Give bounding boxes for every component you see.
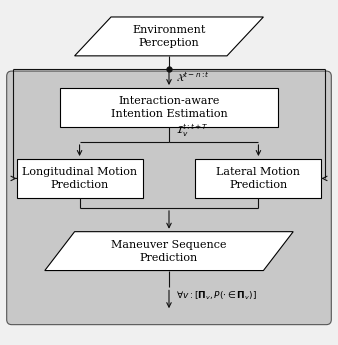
- FancyBboxPatch shape: [7, 71, 331, 325]
- Bar: [195, 159, 321, 198]
- Text: $\mathcal{I}_v^{t:t+T}$: $\mathcal{I}_v^{t:t+T}$: [176, 122, 209, 139]
- Text: Longitudinal Motion
Prediction: Longitudinal Motion Prediction: [22, 167, 137, 190]
- Text: $\forall v: [\mathbf{\Pi}_v, P(\cdot \in \mathbf{\Pi}_v)]$: $\forall v: [\mathbf{\Pi}_v, P(\cdot \in…: [176, 289, 256, 302]
- Polygon shape: [45, 232, 293, 270]
- Text: Lateral Motion
Prediction: Lateral Motion Prediction: [216, 167, 300, 190]
- Text: Interaction-aware
Intention Estimation: Interaction-aware Intention Estimation: [111, 96, 227, 119]
- Polygon shape: [75, 17, 263, 56]
- Text: Maneuver Sequence
Prediction: Maneuver Sequence Prediction: [111, 239, 227, 263]
- Text: $\mathcal{X}^{t-n:t}$: $\mathcal{X}^{t-n:t}$: [176, 71, 210, 84]
- Text: Environment
Perception: Environment Perception: [132, 25, 206, 48]
- Bar: [60, 88, 278, 127]
- Bar: [17, 159, 143, 198]
